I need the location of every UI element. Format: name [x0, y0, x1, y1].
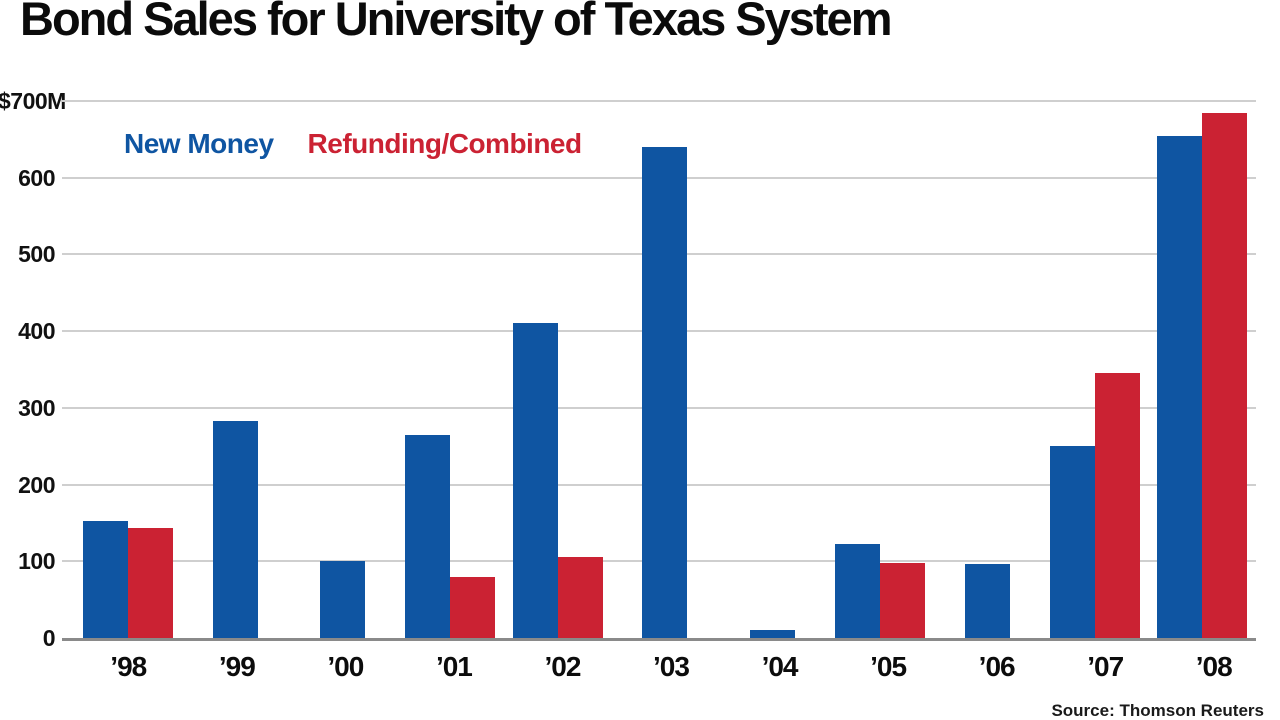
bar-new-money-98	[82, 521, 128, 638]
bar-new-money-03	[642, 147, 688, 638]
y-tick-label-600: 600	[18, 164, 55, 191]
bar-group-06	[934, 101, 1041, 638]
bar-group-98	[74, 101, 181, 638]
bar-new-money-08	[1157, 135, 1203, 638]
legend-item-refunding-combined: Refunding/Combined	[307, 128, 583, 159]
bar-group-05	[826, 101, 933, 638]
bar-refunding-combined-02	[557, 557, 603, 638]
bar-new-money-99	[212, 420, 258, 638]
bar-new-money-04	[749, 630, 795, 638]
bar-new-money-02	[512, 323, 558, 638]
bar-new-money-01	[405, 434, 451, 638]
legend: New Money Refunding/Combined	[124, 128, 582, 160]
bar-refunding-combined-98	[127, 527, 173, 638]
gridline-700	[62, 100, 1256, 102]
y-axis: $700M 600 500 400 300 200 100 0	[0, 88, 66, 651]
bar-group-07	[1041, 101, 1148, 638]
bar-group-99	[181, 101, 288, 638]
x-tick-label-07: ’07	[1087, 651, 1124, 682]
y-tick-label-100: 100	[18, 548, 55, 575]
x-tick-label-05: ’05	[870, 651, 907, 682]
bar-new-money-06	[964, 563, 1010, 638]
y-tick-label-300: 300	[18, 394, 55, 421]
x-tick-label-04: ’04	[761, 651, 799, 682]
x-tick-label-00: ’00	[327, 651, 364, 682]
bar-new-money-05	[834, 543, 880, 638]
bar-group-03	[611, 101, 718, 638]
source-credit: Source: Thomson Reuters	[1051, 701, 1264, 720]
plot-area	[62, 100, 1256, 641]
chart-title: Bond Sales for University of Texas Syste…	[20, 0, 893, 45]
bar-group-08	[1149, 101, 1256, 638]
x-tick-label-99: ’99	[218, 651, 256, 682]
bar-refunding-combined-05	[879, 562, 925, 638]
x-tick-label-02: ’02	[544, 651, 581, 682]
bar-new-money-00	[320, 561, 366, 638]
x-tick-label-03: ’03	[653, 651, 690, 682]
bar-refunding-combined-01	[450, 576, 496, 638]
y-tick-label-0: 0	[42, 625, 56, 651]
bar-refunding-combined-08	[1202, 112, 1248, 638]
x-tick-label-01: ’01	[435, 651, 473, 682]
bar-group-00	[289, 101, 396, 638]
bar-groups	[74, 101, 1256, 638]
x-tick-label-08: ’08	[1195, 651, 1233, 682]
bar-group-01	[396, 101, 503, 638]
y-tick-label-700: $700M	[0, 88, 66, 114]
bar-group-02	[504, 101, 611, 638]
x-tick-label-06: ’06	[978, 651, 1016, 682]
legend-item-new-money: New Money	[124, 128, 274, 159]
bar-refunding-combined-07	[1094, 373, 1140, 638]
x-axis-labels: ’98 ’99 ’00 ’01 ’02 ’03 ’04 ’05 ’06 ’07 ’08	[74, 651, 1268, 683]
y-tick-label-500: 500	[18, 241, 55, 268]
bar-new-money-07	[1049, 446, 1095, 638]
bar-group-04	[719, 101, 826, 638]
y-tick-label-200: 200	[18, 471, 55, 498]
y-tick-label-400: 400	[18, 318, 55, 345]
x-tick-label-98: ’98	[110, 651, 147, 682]
